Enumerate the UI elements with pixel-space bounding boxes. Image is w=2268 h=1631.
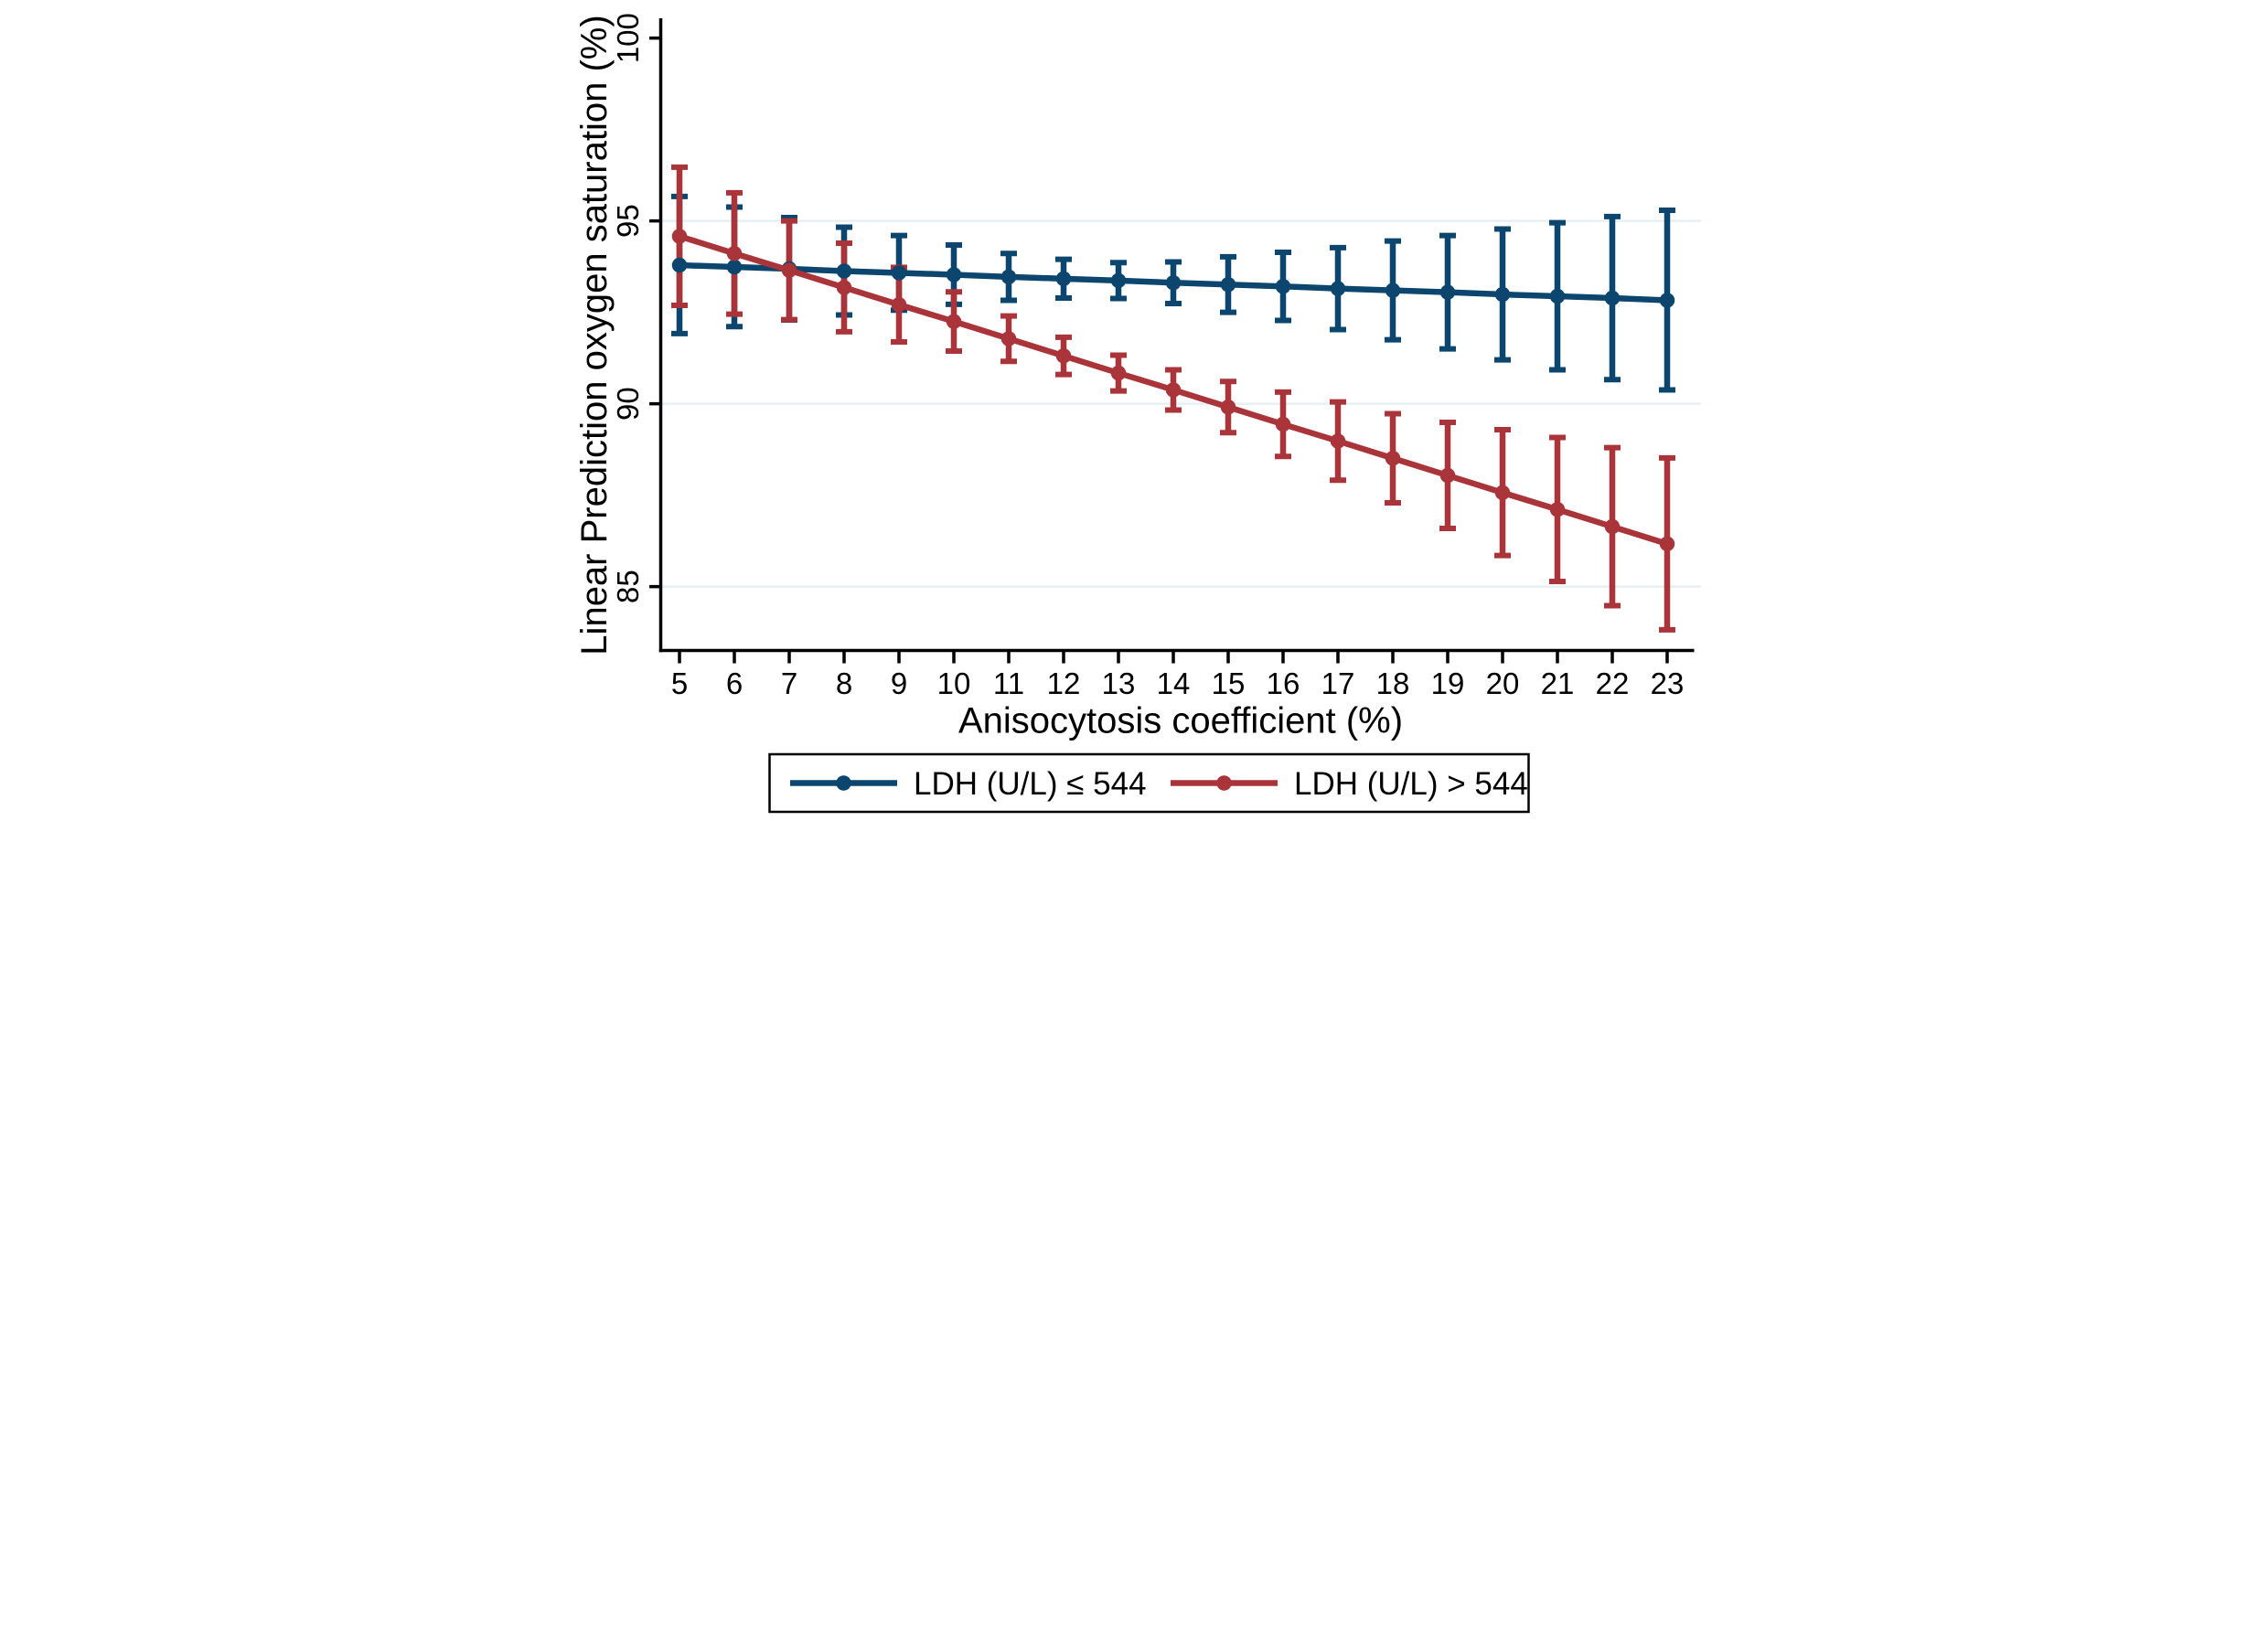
data-point-marker-series2	[1385, 451, 1401, 466]
margins-plot-figure: 85 90 95 100 5 6 7 8 9 10 11 12 13 14 15 16 17 18 19 20 21 22…	[567, 0, 1701, 816]
series-group	[671, 164, 1675, 633]
x-tick-label: 13	[1102, 666, 1136, 700]
y-tick-label: 85	[611, 570, 645, 603]
legend-label-series1: LDH (U/L) ≤ 544	[914, 766, 1147, 802]
data-point-marker-series2	[1000, 331, 1017, 346]
data-point-marker-series1	[891, 265, 907, 281]
y-tick-label: 100	[611, 13, 645, 63]
x-tick-label: 19	[1431, 666, 1465, 700]
x-tick-label: 5	[671, 666, 688, 700]
y-axis-title: Linear Prediction oxygen saturation (%)	[574, 15, 615, 655]
legend-marker-sample	[836, 775, 851, 791]
y-tick-label: 90	[611, 387, 645, 421]
data-point-marker-series2	[1549, 502, 1566, 517]
x-tick-label: 10	[937, 666, 971, 700]
x-tick-label: 21	[1541, 666, 1575, 700]
x-tick-label: 15	[1212, 666, 1246, 700]
x-tick-label: 23	[1651, 666, 1685, 700]
data-point-marker-series2	[1439, 467, 1456, 484]
data-point-marker-series1	[1275, 279, 1291, 294]
legend-marker-sample	[1216, 775, 1232, 791]
data-point-marker-series2	[1604, 518, 1621, 535]
x-tick-label: 14	[1157, 666, 1191, 700]
x-tick-label: 22	[1596, 666, 1630, 700]
data-point-marker-series1	[946, 267, 962, 282]
data-point-marker-series1	[1604, 290, 1621, 306]
x-tick-label: 8	[836, 666, 852, 700]
x-tick-label: 16	[1267, 666, 1300, 700]
data-point-marker-series1	[1055, 271, 1072, 287]
data-point-marker-series1	[1659, 293, 1675, 308]
x-tick-label: 20	[1486, 666, 1520, 700]
data-point-marker-series1	[1330, 281, 1346, 296]
data-point-marker-series1	[1110, 272, 1127, 289]
data-point-marker-series2	[1330, 433, 1346, 449]
data-point-marker-series2	[891, 297, 907, 313]
data-point-marker-series2	[1659, 536, 1675, 552]
data-point-marker-series2	[1220, 400, 1236, 415]
data-point-marker-series2	[1055, 348, 1072, 364]
x-tick-label: 12	[1047, 666, 1081, 700]
x-tick-label: 7	[781, 666, 797, 700]
line-chart-with-error-bars: 85 90 95 100 5 6 7 8 9 10 11 12 13 14 15 16 17 18 19 20 21 22…	[574, 13, 1701, 814]
data-point-marker-series1	[1000, 269, 1017, 285]
data-point-marker-series2	[836, 280, 852, 295]
x-tick-label: 9	[891, 666, 907, 700]
data-point-marker-series1	[1494, 286, 1511, 303]
data-point-marker-series1	[836, 263, 852, 279]
data-point-marker-series1	[726, 259, 743, 275]
data-point-marker-series2	[1494, 485, 1511, 501]
x-tick-label: 17	[1321, 666, 1355, 700]
data-point-marker-series2	[726, 246, 743, 261]
data-point-marker-series1	[1549, 288, 1566, 304]
x-tick-label: 18	[1376, 666, 1410, 700]
data-point-marker-series2	[671, 229, 688, 244]
legend: LDH (U/L) ≤ 544 LDH (U/L) > 544	[768, 752, 1530, 814]
gridlines-group	[662, 219, 1701, 588]
data-point-marker-series1	[1165, 275, 1182, 291]
data-point-marker-series2	[1110, 365, 1127, 381]
data-point-marker-series1	[671, 257, 688, 273]
data-point-marker-series1	[1220, 277, 1236, 293]
data-point-marker-series2	[946, 314, 962, 329]
x-tick-label: 11	[993, 666, 1024, 700]
data-point-marker-series2	[781, 262, 797, 278]
data-point-marker-series1	[1439, 284, 1456, 300]
x-axis-title: Anisocytosis coefficient (%)	[958, 701, 1403, 741]
y-tick-label: 95	[611, 204, 645, 238]
x-tick-label: 6	[726, 666, 743, 700]
axes-group: 85 90 95 100 5 6 7 8 9 10 11 12 13 14 15 16 17 18 19 20 21 22…	[611, 13, 1695, 700]
data-point-marker-series2	[1165, 382, 1182, 398]
data-point-marker-series1	[1385, 282, 1401, 298]
data-point-marker-series2	[1275, 416, 1291, 432]
legend-label-series2: LDH (U/L) > 544	[1294, 766, 1528, 802]
